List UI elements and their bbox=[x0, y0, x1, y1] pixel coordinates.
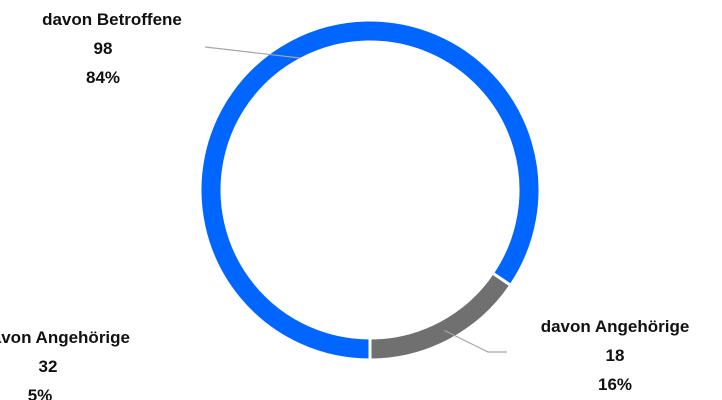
slice-label-betroffene: davon Betroffene 98 84% bbox=[42, 10, 182, 87]
slice-label-angehoerige-extra: davon Angehörige 32 5% bbox=[0, 328, 130, 400]
donut-slice-1 bbox=[368, 270, 513, 362]
slice-label-value: 32 bbox=[39, 357, 58, 376]
slice-label-name: davon Angehörige bbox=[0, 328, 130, 347]
leader-line-0 bbox=[204, 46, 301, 59]
slice-label-percent: 16% bbox=[598, 375, 632, 394]
donut-slice-0 bbox=[198, 18, 542, 362]
slice-label-value: 98 bbox=[94, 39, 113, 58]
slice-label-name: davon Angehörige bbox=[541, 317, 690, 336]
slice-label-name: davon Betroffene bbox=[42, 10, 182, 29]
leader-line-1 bbox=[444, 329, 507, 353]
leader-lines bbox=[204, 46, 507, 353]
slice-label-percent: 5% bbox=[28, 386, 53, 400]
donut-slices bbox=[198, 18, 542, 362]
slice-label-angehoerige: davon Angehörige 18 16% bbox=[541, 317, 690, 394]
slice-label-value: 18 bbox=[606, 346, 625, 365]
slice-label-percent: 84% bbox=[86, 68, 120, 87]
